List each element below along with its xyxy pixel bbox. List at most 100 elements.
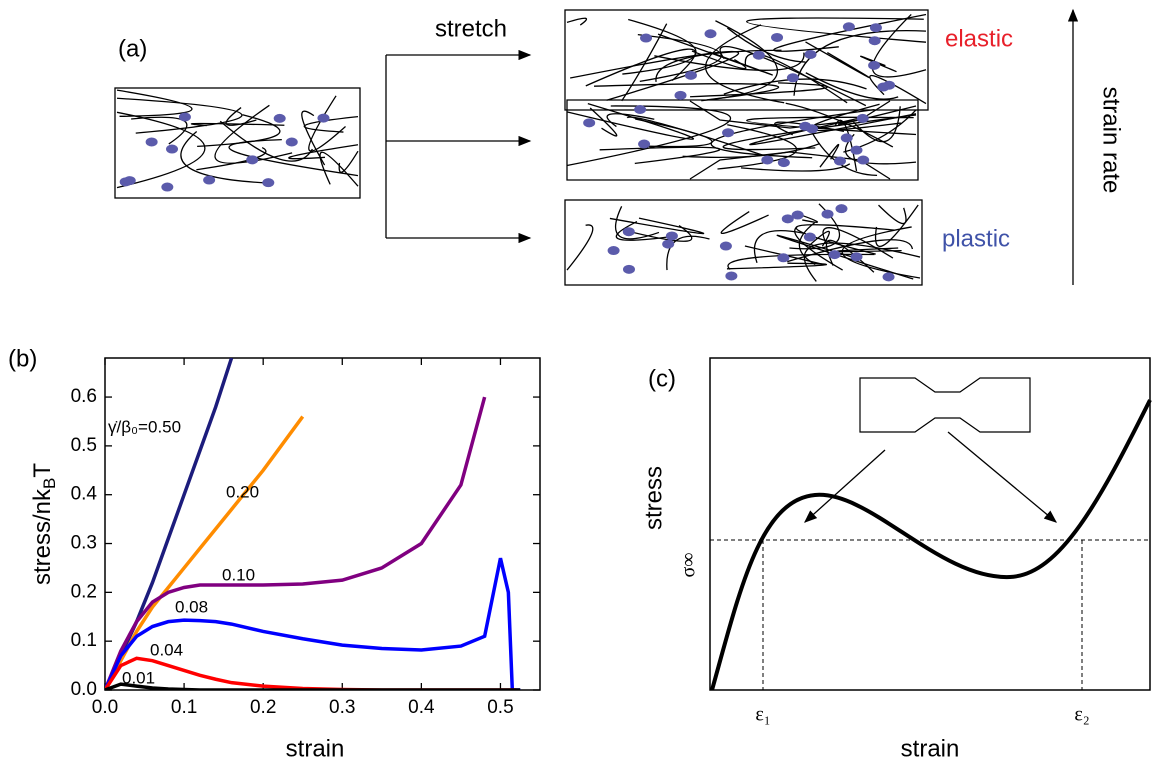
x-tick-label: 0.0 bbox=[92, 697, 118, 718]
crosslink bbox=[882, 272, 895, 282]
series-label: 0.10 bbox=[222, 565, 255, 584]
fiber bbox=[654, 52, 805, 71]
fiber bbox=[723, 78, 867, 95]
fiber bbox=[609, 217, 705, 235]
plot: 0.0 0.1 0.2 0.3 0.4 0.5 0.0 0.1 0.2 0.3 0.4 0.5 0.6 γ… bbox=[71, 358, 540, 718]
fiber bbox=[753, 230, 804, 264]
fiber bbox=[746, 17, 927, 43]
panel-label: (b) bbox=[8, 345, 37, 372]
panel-label: (c) bbox=[648, 365, 676, 392]
y-tick-label: 0.5 bbox=[71, 435, 97, 456]
y-tick-label: 0.0 bbox=[71, 679, 97, 700]
fiber bbox=[116, 111, 206, 189]
crosslink bbox=[719, 241, 732, 251]
plastic-label: plastic bbox=[942, 225, 1010, 252]
crosslink bbox=[869, 23, 882, 33]
crosslink bbox=[583, 118, 596, 128]
fiber bbox=[871, 13, 927, 78]
fiber bbox=[722, 114, 917, 151]
crosslink bbox=[638, 139, 651, 149]
crosslink bbox=[123, 176, 136, 186]
series-line bbox=[105, 682, 521, 690]
fiber bbox=[288, 144, 359, 160]
crosslink bbox=[161, 182, 174, 192]
series-line bbox=[105, 656, 517, 690]
crosslink bbox=[856, 113, 869, 123]
fiber bbox=[566, 105, 732, 167]
crosslink bbox=[806, 124, 819, 134]
crosslink bbox=[821, 209, 834, 219]
fiber bbox=[621, 23, 668, 102]
crosslink bbox=[634, 104, 647, 114]
fiber bbox=[710, 108, 875, 159]
fiber bbox=[726, 262, 827, 270]
x-tick-label: 0.5 bbox=[487, 697, 513, 718]
fiber bbox=[805, 72, 899, 100]
elastic-label: elastic bbox=[945, 25, 1013, 52]
sigma-label: σ∞ bbox=[678, 552, 700, 577]
crosslink bbox=[868, 36, 881, 46]
network-decor bbox=[116, 13, 927, 282]
crosslink bbox=[835, 204, 848, 214]
fiber bbox=[704, 24, 785, 104]
crosslink bbox=[857, 155, 870, 165]
crosslink bbox=[246, 155, 259, 165]
crosslink bbox=[273, 113, 286, 123]
crosslink bbox=[777, 158, 790, 168]
x-tick-label: 0.4 bbox=[408, 697, 435, 718]
crosslink bbox=[607, 246, 620, 256]
crosslink bbox=[262, 178, 275, 188]
fiber bbox=[794, 226, 843, 271]
x-axis-label: strain bbox=[286, 735, 345, 762]
crosslink bbox=[684, 70, 697, 80]
fiber bbox=[841, 226, 921, 279]
fiber bbox=[319, 151, 359, 187]
eps1-label: ε₁ bbox=[755, 704, 770, 726]
fiber bbox=[197, 114, 281, 148]
crosslink bbox=[791, 210, 804, 220]
fiber bbox=[225, 107, 257, 126]
fiber bbox=[180, 130, 269, 184]
series-line bbox=[105, 396, 487, 690]
fiber bbox=[566, 17, 588, 26]
crosslink bbox=[761, 155, 774, 165]
schematic bbox=[709, 357, 1152, 691]
fiber bbox=[717, 124, 798, 170]
fiber bbox=[214, 104, 293, 164]
crosslink bbox=[203, 175, 216, 185]
crosslink bbox=[877, 82, 890, 92]
fiber bbox=[626, 116, 764, 156]
y-tick-label: 0.1 bbox=[71, 630, 97, 651]
fiber bbox=[720, 211, 769, 234]
crosslink bbox=[842, 22, 855, 32]
fiber bbox=[630, 224, 693, 242]
fiber bbox=[805, 41, 870, 79]
crosslink bbox=[840, 133, 853, 143]
fiber bbox=[773, 13, 927, 52]
y-label-end: T bbox=[29, 463, 56, 478]
crosslink bbox=[317, 113, 330, 123]
crosslink bbox=[674, 90, 687, 100]
crosslink bbox=[868, 60, 881, 70]
fiber bbox=[635, 118, 713, 148]
arrow-label: stretch bbox=[435, 15, 507, 42]
crosslink bbox=[145, 137, 158, 147]
y-tick-label: 0.6 bbox=[71, 386, 97, 407]
series-label: 0.04 bbox=[150, 640, 183, 659]
crosslink bbox=[725, 271, 738, 281]
crosslink bbox=[665, 231, 678, 241]
fiber bbox=[819, 143, 840, 168]
x-axis-label: strain bbox=[901, 735, 960, 762]
fiber bbox=[655, 49, 782, 82]
crosslink bbox=[833, 156, 846, 166]
fiber bbox=[834, 119, 858, 172]
crosslink bbox=[781, 214, 794, 224]
crosslink bbox=[622, 264, 635, 274]
crosslink bbox=[704, 29, 717, 39]
panel-label: (a) bbox=[118, 35, 147, 62]
y-axis-label: stress bbox=[640, 466, 667, 530]
fiber bbox=[190, 122, 285, 127]
crosslink bbox=[828, 250, 841, 260]
fiber bbox=[744, 53, 848, 104]
